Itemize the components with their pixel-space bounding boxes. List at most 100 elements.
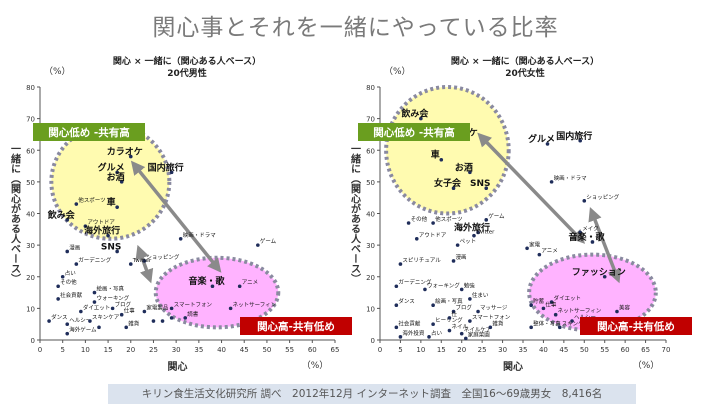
y-tick-label: 20	[366, 274, 375, 282]
data-point	[602, 274, 607, 279]
double-arrow	[588, 206, 621, 284]
chart-subtitle: 20代男性	[167, 67, 207, 79]
data-point	[431, 322, 435, 326]
data-point	[459, 331, 464, 336]
data-point	[451, 186, 456, 190]
data-label: ダンス	[51, 313, 67, 321]
y-tick-label: 30	[366, 242, 375, 250]
data-label: ブログ	[115, 300, 132, 308]
data-point	[128, 154, 133, 159]
data-label: マッサージ	[480, 305, 508, 312]
callout-green	[33, 123, 145, 141]
data-point	[92, 300, 97, 304]
data-point	[56, 284, 60, 289]
x-tick-label: 60	[308, 346, 317, 354]
data-point	[169, 170, 174, 175]
data-label: スマートフォン	[174, 301, 213, 308]
y-tick-label: 10	[26, 305, 35, 313]
data-point	[459, 287, 464, 292]
y-tick-label: 20	[26, 274, 35, 282]
data-label: ヒーリング	[435, 316, 463, 324]
chart-20s-male: 関心 × 一緒に（関心ある人ベース）20代男性（%）01020304050607…	[9, 55, 352, 373]
data-label: その他	[60, 278, 77, 286]
data-point	[97, 325, 101, 330]
data-point	[419, 116, 423, 121]
data-label: 国内旅行	[556, 130, 592, 142]
data-label: Twitter	[475, 230, 495, 236]
data-label: 国内旅行	[148, 161, 184, 173]
data-point	[119, 312, 124, 317]
data-label: ファッション	[572, 267, 626, 278]
data-point	[578, 230, 582, 235]
data-point	[398, 335, 403, 339]
y-axis-label: 一緒に（関心がある人ベース）	[9, 144, 22, 284]
chart-title: 関心 × 一緒に（関心ある人ベース）	[451, 55, 599, 67]
data-point	[484, 218, 489, 222]
data-label: 家電製品	[146, 304, 169, 312]
data-point	[615, 309, 619, 314]
data-label: スマートフォン	[472, 314, 511, 321]
callout-green	[358, 123, 470, 141]
data-point	[56, 297, 60, 301]
data-point	[468, 319, 472, 323]
data-label: ペット	[460, 238, 477, 245]
double-arrow	[135, 244, 154, 284]
yellow-cluster	[384, 85, 511, 216]
data-point	[570, 319, 574, 323]
data-point	[541, 306, 546, 311]
data-point	[83, 224, 88, 228]
y-tick-label: 70	[366, 116, 375, 124]
callout-label: 関心高-共有低め	[257, 320, 335, 333]
data-point	[210, 284, 215, 289]
x-tick-label: 30	[172, 346, 181, 354]
x-tick-label: 65	[641, 346, 650, 354]
data-label: ショッピング	[586, 193, 620, 201]
data-point	[455, 243, 460, 247]
data-point	[60, 274, 65, 279]
x-tick-label: 30	[498, 346, 507, 354]
data-label: 社会貢献	[398, 319, 421, 327]
data-label: 貯蓄	[533, 297, 545, 305]
data-label: アウトドア	[419, 231, 447, 239]
x-tick-label: 45	[240, 346, 249, 354]
data-label: 雑貨	[492, 319, 504, 327]
x-tick-label: 15	[437, 346, 446, 354]
data-label: ネイル	[451, 324, 468, 331]
y-tick-label: 40	[366, 211, 375, 219]
data-label: カラオケ	[107, 147, 143, 158]
data-point	[160, 319, 165, 323]
data-point	[472, 233, 476, 238]
data-point	[529, 303, 533, 308]
source-footer: キリン食生活文化研究所 調べ 2012年12月 インターネット調査 全国16～6…	[108, 384, 636, 404]
data-label: 車	[431, 149, 440, 161]
data-point	[545, 142, 550, 146]
data-point	[169, 306, 174, 311]
data-point	[74, 202, 79, 206]
data-point	[142, 259, 147, 263]
data-label: グルメ	[528, 133, 555, 145]
x-tick-label: 70	[662, 346, 671, 354]
data-label: 漫画	[69, 243, 80, 251]
data-label: 占い	[431, 329, 443, 337]
data-point	[256, 243, 260, 247]
data-point	[476, 230, 480, 235]
x-tick-label: 10	[416, 346, 425, 354]
data-label: 仕	[451, 310, 457, 318]
data-label: ゲーム	[488, 212, 505, 220]
x-tick-label: 25	[149, 346, 158, 354]
data-point	[228, 306, 233, 311]
data-label: 映画・ドラマ	[183, 231, 217, 239]
x-tick-label: 50	[262, 346, 271, 354]
x-axis-label: 関心	[503, 361, 523, 373]
data-point	[414, 237, 419, 241]
x-tick-label: 55	[285, 346, 294, 354]
x-tick-label: 55	[600, 346, 609, 354]
data-label: 住まい	[472, 291, 489, 299]
data-label: ウォーキング	[96, 294, 129, 302]
data-label: その他	[411, 215, 428, 223]
data-label: グルメ	[98, 161, 125, 173]
y-tick-label: 70	[26, 116, 35, 124]
data-label: 映画・ドラマ	[554, 174, 588, 182]
data-point	[590, 240, 595, 244]
callout-red	[580, 317, 692, 335]
